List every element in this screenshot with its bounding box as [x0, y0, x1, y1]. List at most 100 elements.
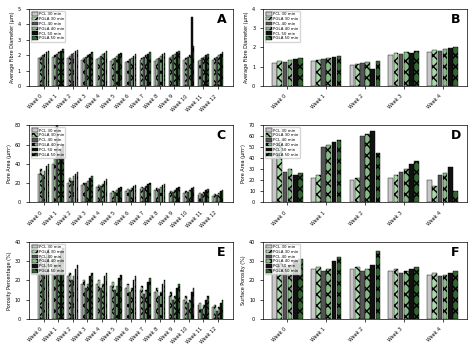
- Bar: [106, 179, 108, 202]
- Bar: [370, 69, 375, 86]
- Bar: [133, 56, 135, 86]
- Bar: [198, 61, 199, 86]
- Bar: [55, 55, 56, 86]
- Bar: [394, 53, 398, 86]
- Bar: [85, 183, 87, 202]
- Bar: [154, 292, 156, 319]
- Bar: [316, 267, 321, 319]
- Bar: [220, 54, 221, 86]
- Bar: [350, 181, 355, 202]
- Bar: [89, 178, 91, 202]
- Bar: [158, 296, 160, 319]
- Bar: [38, 174, 40, 202]
- Bar: [171, 57, 172, 86]
- Bar: [176, 52, 178, 86]
- Bar: [399, 54, 403, 86]
- Bar: [201, 194, 203, 202]
- Bar: [125, 62, 127, 86]
- Bar: [414, 161, 419, 202]
- Bar: [200, 303, 201, 319]
- Bar: [432, 186, 437, 202]
- Bar: [77, 265, 78, 319]
- Bar: [156, 59, 158, 86]
- Bar: [173, 300, 174, 319]
- Bar: [40, 257, 42, 319]
- Bar: [83, 280, 85, 319]
- Bar: [147, 184, 149, 202]
- Text: A: A: [217, 13, 226, 26]
- Bar: [102, 55, 103, 86]
- Bar: [216, 311, 218, 319]
- Bar: [183, 300, 185, 319]
- Text: F: F: [451, 246, 459, 259]
- Bar: [110, 286, 112, 319]
- Bar: [176, 288, 178, 319]
- Bar: [288, 60, 292, 86]
- Bar: [127, 189, 128, 202]
- Bar: [438, 175, 442, 202]
- Bar: [156, 188, 158, 202]
- Bar: [404, 271, 409, 319]
- Bar: [160, 292, 162, 319]
- Bar: [160, 56, 162, 86]
- Bar: [187, 303, 189, 319]
- Bar: [277, 263, 282, 319]
- Text: C: C: [217, 129, 226, 142]
- Bar: [207, 296, 209, 319]
- Bar: [53, 261, 54, 319]
- Bar: [141, 187, 143, 202]
- Bar: [277, 61, 282, 86]
- Bar: [316, 175, 321, 202]
- Bar: [164, 184, 165, 202]
- Bar: [53, 57, 54, 86]
- Bar: [432, 50, 437, 86]
- Bar: [83, 58, 85, 86]
- Bar: [414, 267, 419, 319]
- Bar: [116, 286, 118, 319]
- Bar: [443, 173, 447, 202]
- Bar: [133, 186, 135, 202]
- Bar: [67, 276, 69, 319]
- Bar: [147, 282, 149, 319]
- Bar: [89, 54, 91, 86]
- Bar: [220, 303, 221, 319]
- Y-axis label: Average Fibre Diameter (μm): Average Fibre Diameter (μm): [10, 12, 15, 83]
- Bar: [404, 169, 409, 202]
- Bar: [453, 48, 458, 86]
- Bar: [171, 191, 172, 202]
- Bar: [394, 175, 398, 202]
- Bar: [198, 195, 199, 202]
- Legend: PCL 30 min, PGLA 30 min, PCL 40 min, PGLA 40 min, PCL 50 min, PGLA 50 min: PCL 30 min, PGLA 30 min, PCL 40 min, PGL…: [30, 11, 65, 42]
- Bar: [73, 53, 74, 86]
- Bar: [169, 296, 170, 319]
- Bar: [283, 172, 287, 202]
- Bar: [337, 140, 341, 202]
- Bar: [53, 164, 54, 202]
- Bar: [201, 58, 203, 86]
- Bar: [87, 284, 89, 319]
- Bar: [216, 195, 218, 202]
- Bar: [56, 265, 58, 319]
- Bar: [191, 17, 192, 86]
- Bar: [218, 193, 219, 202]
- Bar: [154, 61, 156, 86]
- Bar: [337, 257, 341, 319]
- Bar: [77, 172, 78, 202]
- Bar: [146, 186, 147, 202]
- Bar: [162, 185, 164, 202]
- Bar: [82, 284, 83, 319]
- Bar: [218, 55, 219, 86]
- Bar: [201, 309, 203, 319]
- Bar: [110, 193, 112, 202]
- Bar: [214, 194, 216, 202]
- Bar: [212, 60, 214, 86]
- Bar: [212, 307, 214, 319]
- Bar: [46, 166, 47, 202]
- Bar: [47, 51, 49, 86]
- Y-axis label: Surface Porosity (%): Surface Porosity (%): [241, 256, 246, 305]
- Bar: [104, 276, 105, 319]
- Bar: [38, 58, 40, 86]
- Bar: [135, 276, 137, 319]
- Bar: [203, 57, 205, 86]
- Bar: [169, 193, 170, 202]
